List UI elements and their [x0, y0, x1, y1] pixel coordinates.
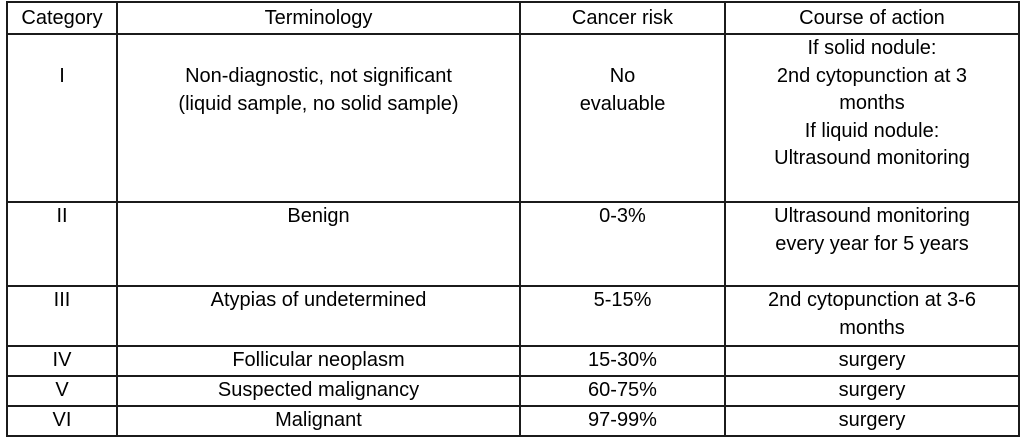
table-row-category-3: III Atypias of undetermined 5-15% 2nd cy… [6, 285, 1020, 347]
cancer-risk-cell: 5-15% [519, 285, 726, 347]
cell-line: III [53, 289, 71, 311]
course-of-action-cell: Ultrasound monitoring every year for 5 y… [724, 201, 1020, 287]
course-of-action-cell: surgery [724, 375, 1020, 407]
cell-line: I [59, 65, 65, 87]
cell-line: 5-15% [593, 289, 652, 311]
cell-line: II [56, 205, 68, 227]
cell-line: 97-99% [588, 408, 657, 431]
cell-line: (liquid sample, no solid sample) [178, 92, 459, 115]
cell-line: Benign [287, 205, 350, 227]
cell-line: surgery [838, 379, 906, 401]
cell-line: 60-75% [588, 379, 657, 401]
cell-line: 2nd cytopunction at 3 [776, 64, 968, 87]
category-cell: IV [6, 345, 118, 377]
cell-line: 15-30% [588, 349, 657, 372]
category-cell: II [6, 201, 118, 287]
category-cell: V [6, 375, 118, 407]
category-cell: I [6, 33, 118, 203]
cell-line: every year for 5 years [775, 232, 969, 255]
table-row-category-4: IV Follicular neoplasm 15-30% surgery [6, 345, 1020, 377]
cell-line: No [609, 65, 636, 87]
terminology-cell: Benign [116, 201, 521, 287]
cell-line: surgery [838, 349, 906, 372]
cell-line: 0-3% [599, 205, 646, 227]
cell-line: Ultrasound monitoring [774, 205, 970, 227]
cell-line: Ultrasound monitoring [774, 147, 970, 169]
cell-line: V [55, 379, 69, 401]
cell-line: If liquid nodule: [804, 119, 940, 142]
cell-line: Non-diagnostic, not significant [185, 65, 452, 87]
column-header-course-of-action: Course of action [724, 1, 1020, 35]
cell-line: surgery [838, 408, 906, 431]
cell-line: VI [52, 408, 72, 431]
terminology-cell: Non-diagnostic, not significant (liquid … [116, 33, 521, 203]
category-cell: III [6, 285, 118, 347]
course-of-action-cell: surgery [724, 345, 1020, 377]
cancer-risk-cell: 0-3% [519, 201, 726, 287]
cell-line: evaluable [579, 92, 666, 115]
cell-line: If solid nodule: [807, 37, 937, 59]
course-of-action-cell: 2nd cytopunction at 3-6 months [724, 285, 1020, 347]
cell-line: Atypias of undetermined [210, 289, 427, 311]
cancer-risk-cell: 97-99% [519, 404, 726, 437]
cancer-risk-cell: 60-75% [519, 375, 726, 407]
cell-line: Follicular neoplasm [232, 349, 405, 372]
cancer-risk-cell: 15-30% [519, 345, 726, 377]
terminology-cell: Atypias of undetermined [116, 285, 521, 347]
thyroid-cytology-classification-table: Category Terminology Cancer risk Course … [6, 1, 1020, 437]
course-of-action-cell: If solid nodule: 2nd cytopunction at 3 m… [724, 33, 1020, 203]
terminology-cell: Follicular neoplasm [116, 345, 521, 377]
table-row-category-5: V Suspected malignancy 60-75% surgery [6, 375, 1020, 407]
cell-line: 2nd cytopunction at 3-6 [768, 289, 976, 311]
table-row-category-6: VI Malignant 97-99% surgery [6, 404, 1020, 437]
table-row-category-1: I Non-diagnostic, not significant (liqui… [6, 33, 1020, 203]
terminology-cell: Suspected malignancy [116, 375, 521, 407]
column-header-terminology: Terminology [116, 1, 521, 35]
column-header-category: Category [6, 1, 118, 35]
column-header-cancer-risk: Cancer risk [519, 1, 726, 35]
cell-line: months [839, 316, 905, 339]
cancer-risk-cell: No evaluable [519, 33, 726, 203]
terminology-cell: Malignant [116, 404, 521, 437]
table-row-category-2: II Benign 0-3% Ultrasound monitoring eve… [6, 201, 1020, 287]
cell-line: Malignant [275, 408, 362, 431]
cell-line: IV [52, 349, 72, 372]
cell-line: months [839, 92, 905, 114]
category-cell: VI [6, 404, 118, 437]
course-of-action-cell: surgery [724, 404, 1020, 437]
header-row: Category Terminology Cancer risk Course … [6, 1, 1020, 35]
cell-line: Suspected malignancy [217, 379, 420, 401]
